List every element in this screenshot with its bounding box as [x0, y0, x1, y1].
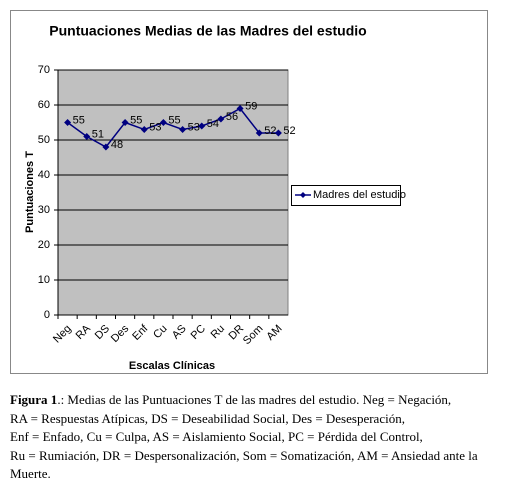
data-point [140, 126, 148, 133]
data-point [255, 129, 263, 137]
data-label: 53 [149, 121, 161, 133]
caption-label: Figura 1 [10, 392, 58, 407]
y-axis-title: Puntuaciones T [24, 151, 36, 233]
data-point [274, 129, 282, 137]
data-point [121, 119, 129, 126]
y-tick-label: 10 [38, 274, 50, 286]
data-point [64, 119, 72, 126]
caption-line: RA = Respuestas Atípicas, DS = Deseabili… [10, 410, 405, 426]
chart-title: Puntuaciones Medias de las Madres del es… [49, 23, 366, 39]
data-point [217, 115, 225, 123]
y-tick-label: 40 [38, 169, 50, 181]
data-label: 55 [130, 114, 142, 126]
caption: Figura 1.: Medias de las Puntuaciones T … [10, 391, 478, 484]
legend-marker [300, 192, 306, 198]
data-label: 52 [264, 125, 276, 137]
data-point [159, 119, 167, 126]
plot-area [57, 69, 289, 316]
legend-box [291, 185, 401, 206]
caption-line: Enf = Enfado, Cu = Culpa, AS = Aislamien… [10, 429, 423, 444]
data-label: 51 [92, 128, 104, 140]
data-label: 52 [283, 125, 295, 137]
data-point [179, 126, 187, 133]
data-point [102, 143, 110, 151]
data-point [198, 122, 206, 130]
data-label: 53 [188, 121, 200, 133]
data-label: 48 [111, 139, 123, 151]
data-point [236, 105, 244, 112]
y-tick-label: 50 [38, 134, 50, 146]
x-axis-title: Escalas Clínicas [129, 360, 215, 372]
caption-text: .: Medias de las Puntuaciones T de las m… [57, 392, 452, 407]
y-tick-label: 60 [38, 99, 50, 111]
y-tick-label: 30 [38, 204, 50, 216]
data-point [83, 133, 91, 140]
y-tick-label: 20 [38, 239, 50, 251]
caption-line: Figura 1.: Medias de las Puntuaciones T … [10, 391, 478, 410]
y-tick-label: 0 [44, 309, 50, 321]
y-tick-label: 70 [38, 64, 50, 76]
data-label: 55 [168, 114, 180, 126]
caption-line: Muerte. [10, 466, 51, 481]
data-label: 55 [73, 114, 85, 126]
caption-line: Ru = Rumiación, DR = Despersonalización,… [10, 447, 478, 463]
chart: Puntuaciones Medias de las Madres del es… [10, 10, 488, 374]
legend-label: Madres del estudio [313, 189, 406, 201]
data-label: 59 [245, 100, 257, 112]
data-label: 54 [207, 118, 219, 130]
series-line [67, 107, 279, 148]
data-label: 56 [226, 111, 238, 123]
